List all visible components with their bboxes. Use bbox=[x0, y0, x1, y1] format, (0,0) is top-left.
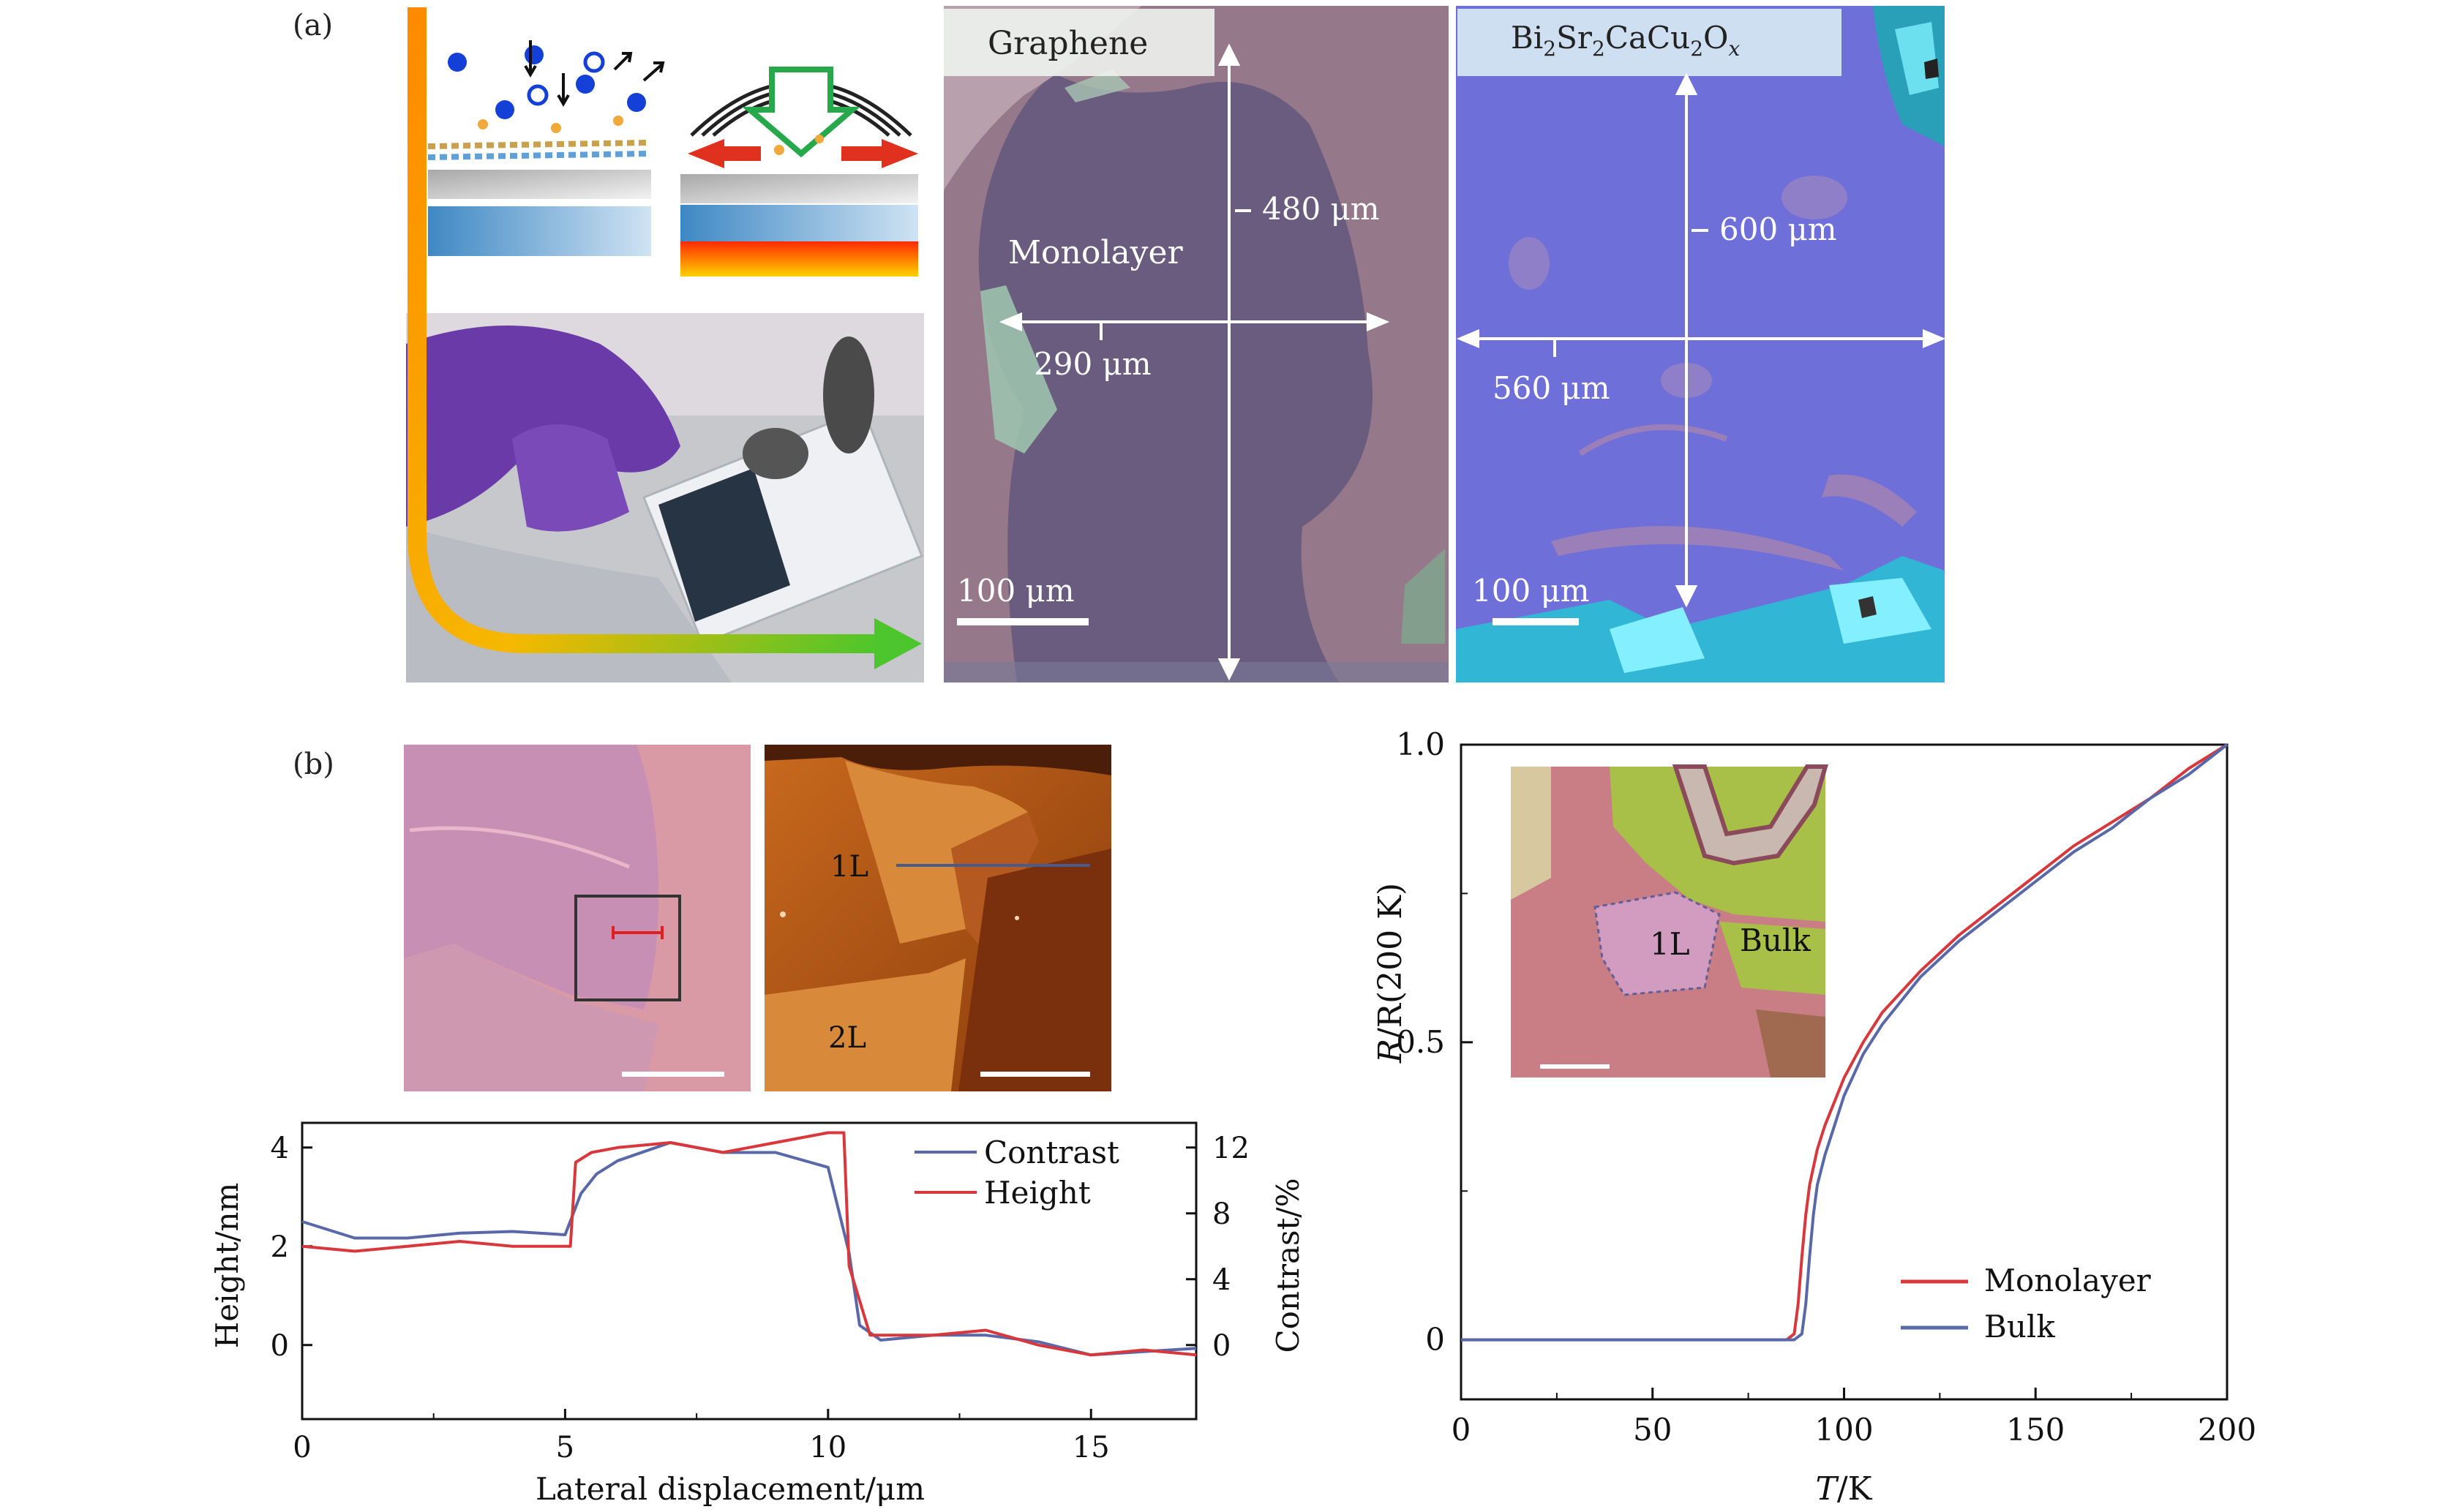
graphene-horizontal-dimension: 290 μm bbox=[1034, 346, 1152, 382]
chart2-y-tick-label: 1.0 bbox=[1396, 726, 1445, 762]
afm-image bbox=[765, 745, 1111, 1091]
chart1-y-tick-label: 4 bbox=[271, 1132, 289, 1165]
chart1-y2-tick-label: 4 bbox=[1212, 1263, 1231, 1297]
chart1-x-tick-label: 0 bbox=[293, 1431, 311, 1464]
resistance-chart: 0 50 100 150 200 0 0.5 1.0 1L Bulk Monolayer Bu… bbox=[1372, 726, 2256, 1508]
chart2-series-monolayer bbox=[1461, 743, 2229, 1342]
chart1-series-height bbox=[301, 1131, 1197, 1357]
process-arrow-head bbox=[874, 618, 922, 669]
graphene-micrograph bbox=[944, 6, 1449, 682]
bscco-title-box bbox=[1457, 9, 1841, 76]
chart2-y-tick-label: 0 bbox=[1425, 1322, 1445, 1358]
chart2-x-tick-label: 200 bbox=[2198, 1412, 2256, 1448]
tape-exfoliation-photo bbox=[406, 313, 924, 682]
chart2-x-tick-label: 150 bbox=[2006, 1412, 2065, 1448]
afm-2l-label: 2L bbox=[828, 1021, 866, 1055]
bscco-title: Bi2Sr2CaCu2Ox bbox=[1511, 20, 1740, 61]
graphene-monolayer-label: Monolayer bbox=[1008, 234, 1184, 271]
chart1-legend: Contrast Height bbox=[915, 1135, 1119, 1211]
legend-height-label: Height bbox=[984, 1175, 1091, 1211]
legend-bulk-label: Bulk bbox=[1984, 1309, 2055, 1344]
chart2-series-bulk bbox=[1461, 743, 2229, 1342]
bscco-micrograph bbox=[1456, 6, 1945, 682]
chart2-y-tick-label: 0.5 bbox=[1396, 1024, 1445, 1060]
inset-1l-label: 1L bbox=[1650, 926, 1690, 962]
chart1-y-tick-label: 2 bbox=[271, 1230, 289, 1264]
chart1-y2-tick-label: 12 bbox=[1212, 1132, 1250, 1165]
bscco-horizontal-dimension: 560 μm bbox=[1493, 370, 1610, 406]
chart1-x-tick-label: 10 bbox=[809, 1431, 846, 1464]
chart1-x-axis-label: Lateral displacement/μm bbox=[536, 1471, 925, 1507]
optical-image bbox=[404, 745, 751, 1091]
process-arrow bbox=[408, 7, 882, 653]
chart2-ticks: 0 50 100 150 200 0 0.5 1.0 bbox=[1396, 726, 2256, 1448]
chart1-y-axis-label: Height/nm bbox=[209, 1183, 245, 1349]
panel-b-label: (b) bbox=[293, 748, 334, 781]
bscco-scale-text: 100 μm bbox=[1472, 573, 1590, 609]
bscco-vertical-dimension: 600 μm bbox=[1719, 211, 1837, 247]
graphene-scale-text: 100 μm bbox=[957, 573, 1075, 609]
chart2-y-axis-label: R/R(200 K) bbox=[1372, 883, 1409, 1064]
height-contrast-chart: 0 5 10 15 0 2 4 0 4 8 12 Contrast Height Lateral d… bbox=[209, 1121, 1306, 1507]
graphene-vertical-dimension: 480 μm bbox=[1262, 191, 1380, 227]
chart1-series bbox=[301, 1131, 1197, 1357]
chart1-ticks: 0 5 10 15 0 2 4 0 4 8 12 bbox=[271, 1132, 1250, 1464]
chart1-x-tick-label: 5 bbox=[556, 1431, 574, 1464]
inset-bulk-label: Bulk bbox=[1740, 922, 1811, 958]
inset-micrograph bbox=[1511, 764, 1828, 1077]
chart2-legend: Monolayer Bulk bbox=[1901, 1263, 2152, 1344]
chart1-y-tick-label: 0 bbox=[271, 1329, 289, 1363]
chart1-y2-tick-label: 8 bbox=[1212, 1197, 1231, 1231]
chart2-x-tick-label: 50 bbox=[1633, 1412, 1672, 1448]
bscco-dimension-arrows bbox=[1456, 72, 1946, 608]
chart2-x-axis-label: T/K bbox=[1815, 1470, 1872, 1508]
chart1-x-tick-label: 15 bbox=[1073, 1431, 1110, 1464]
chart1-y2-axis-label: Contrast/% bbox=[1270, 1178, 1306, 1353]
legend-contrast-label: Contrast bbox=[984, 1135, 1119, 1170]
graphene-dimension-arrows bbox=[999, 43, 1390, 681]
graphene-scale-bar bbox=[957, 618, 1089, 625]
bscco-scale-bar bbox=[1493, 618, 1579, 625]
chart2-x-tick-label: 0 bbox=[1452, 1412, 1471, 1448]
chart1-y2-tick-label: 0 bbox=[1212, 1329, 1231, 1363]
graphene-title-box bbox=[944, 9, 1214, 76]
chart1-plot-frame bbox=[301, 1121, 1198, 1421]
panel-a-label: (a) bbox=[293, 9, 333, 42]
chart2-x-tick-label: 100 bbox=[1814, 1412, 1873, 1448]
afm-1l-label: 1L bbox=[830, 850, 868, 884]
legend-monolayer-label: Monolayer bbox=[1984, 1263, 2152, 1298]
chart2-series bbox=[1461, 743, 2229, 1342]
graphene-title: Graphene bbox=[988, 25, 1148, 62]
exfoliation-schematic bbox=[406, 7, 924, 315]
